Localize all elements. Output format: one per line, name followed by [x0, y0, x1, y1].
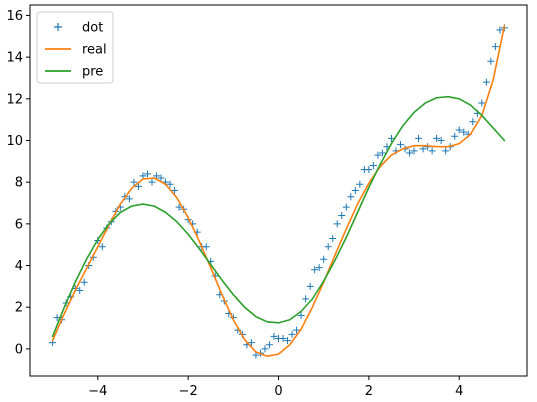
legend-label: real [82, 43, 107, 58]
legend-entry-pre: pre [45, 65, 103, 80]
legend-swatch [54, 23, 62, 31]
scatter-point [437, 136, 445, 144]
scatter-point [302, 295, 310, 303]
x-tick-label: −4 [88, 384, 107, 399]
scatter-point [442, 147, 450, 155]
scatter-point [265, 341, 273, 349]
scatter-point [270, 332, 278, 340]
scatter-point [306, 282, 314, 290]
scatter-point [482, 78, 490, 86]
scatter-point [143, 170, 151, 178]
scatter-point [157, 174, 165, 182]
y-tick-label: 6 [15, 217, 23, 232]
legend-entry-real: real [45, 43, 107, 58]
scatter-point [487, 57, 495, 65]
series-line-real [51, 25, 506, 357]
x-tick-label: −2 [179, 384, 198, 399]
x-tick-label: 0 [274, 384, 282, 399]
y-tick-label: 2 [15, 301, 23, 316]
scatter-point [320, 255, 328, 263]
scatter-point [410, 147, 418, 155]
scatter-point [80, 278, 88, 286]
scatter-point [455, 126, 463, 134]
scatter-point [460, 128, 468, 136]
y-tick-label: 8 [15, 176, 23, 191]
scatter-point [338, 212, 346, 220]
scatter-point [247, 339, 255, 347]
scatter-point [288, 330, 296, 338]
scatter-point [134, 182, 142, 190]
scatter-point [356, 180, 364, 188]
scatter-point [496, 26, 504, 34]
scatter-point [166, 180, 174, 188]
y-tick-label: 0 [15, 342, 23, 357]
scatter-point [396, 141, 404, 149]
ticks-layer: −4 −2 0 2 4 0 2 4 6 8 10 12 14 16 [6, 9, 463, 399]
y-tick-label: 12 [6, 92, 23, 107]
scatter-point [297, 312, 305, 320]
scatter-point [369, 161, 377, 169]
y-tick-label: 4 [15, 259, 23, 274]
scatter-point [261, 345, 269, 353]
scatter-point [279, 334, 287, 342]
legend: dot real pre [36, 11, 114, 84]
y-tick-label: 16 [6, 9, 23, 24]
scatter-point [433, 134, 441, 142]
legend-entry-dot: dot [54, 21, 103, 36]
scatter-point [342, 203, 350, 211]
x-tick-label: 4 [455, 384, 463, 399]
scatter-point [284, 337, 292, 345]
scatter-point [311, 266, 319, 274]
scatter-point [478, 99, 486, 107]
y-tick-label: 10 [6, 134, 23, 149]
scatter-point [333, 220, 341, 228]
scatter-point [378, 149, 386, 157]
plot-layer [49, 24, 508, 359]
scatter-point [293, 326, 301, 334]
scatter-point [98, 243, 106, 251]
legend-box [36, 11, 114, 84]
scatter-point [130, 178, 138, 186]
scatter-point [315, 264, 323, 272]
scatter-point [365, 166, 373, 174]
x-tick-label: 2 [365, 384, 373, 399]
legend-label: pre [82, 65, 103, 80]
scatter-point [324, 243, 332, 251]
series-line-pre [51, 95, 506, 338]
scatter-point [329, 234, 337, 242]
scatter-point [406, 149, 414, 157]
scatter-point [387, 134, 395, 142]
scatter-point [148, 178, 156, 186]
scatter-point [415, 134, 423, 142]
scatter-point [125, 195, 133, 203]
scatter-point [491, 43, 499, 51]
scatter-point [153, 172, 161, 180]
scatter-point [351, 187, 359, 194]
legend-label: dot [82, 21, 103, 36]
scatter-point [374, 151, 382, 159]
scatter-point [202, 243, 210, 251]
scatter-point [428, 147, 436, 155]
scatter-point [451, 132, 459, 140]
scatter-point [469, 118, 477, 126]
y-tick-label: 14 [6, 51, 23, 66]
scatter-point [171, 187, 179, 194]
scatter-point [76, 287, 84, 295]
scatter-point [347, 193, 355, 201]
